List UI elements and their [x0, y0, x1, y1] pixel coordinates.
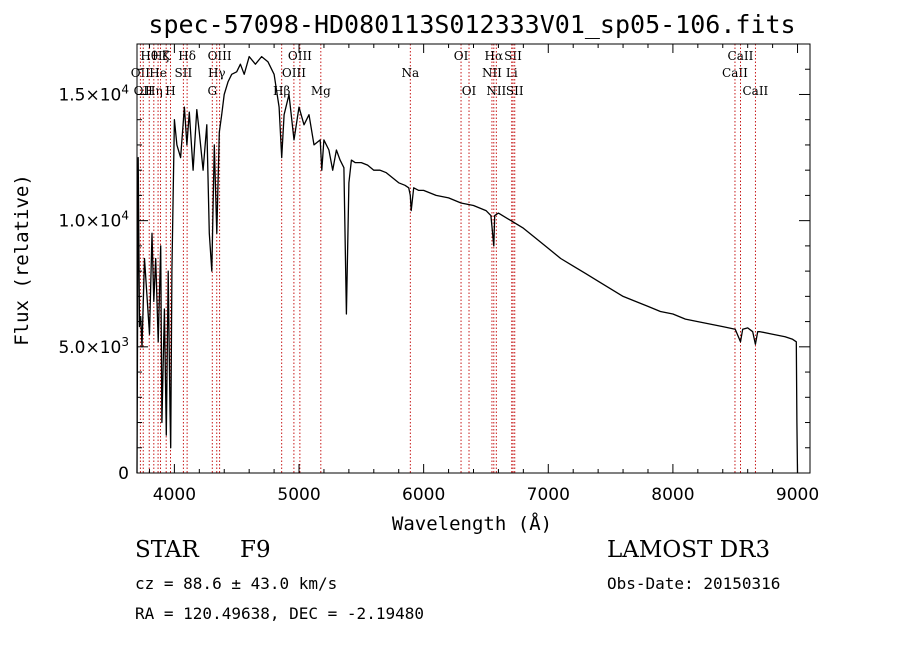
spectral-line-label: NII — [486, 84, 506, 98]
x-tick-label: 8000 — [651, 485, 694, 505]
flux-series-line — [136, 55, 799, 474]
object-class: STAR — [135, 537, 199, 563]
spectral-line-label: OI — [454, 49, 469, 63]
spectral-line-label: Hζ — [152, 49, 169, 63]
spectral-line-label: OIII — [288, 49, 312, 63]
spectral-line-label: SII — [175, 66, 193, 80]
spectral-line-label: CaII — [742, 84, 768, 98]
spectral-line-label: Li — [506, 66, 518, 80]
redshift-velocity: cz = 88.6 ± 43.0 km/s — [135, 574, 338, 593]
spectral-line-label: G — [207, 84, 217, 98]
spectral-line-label: SII — [504, 49, 522, 63]
y-tick-label: 5.0×103 — [58, 335, 129, 358]
spectral-line-label: Hδ — [178, 49, 196, 63]
spectral-line-label: K — [162, 49, 172, 63]
spectral-line-label: OII — [131, 66, 151, 80]
y-tick-label: 1.0×104 — [58, 209, 129, 232]
plot-frame — [136, 43, 811, 474]
spectral-line-label: OIII — [208, 49, 232, 63]
x-tick-label: 7000 — [527, 485, 570, 505]
sky-coordinates: RA = 120.49638, DEC = -2.19480 — [135, 604, 424, 623]
x-tick-label: 6000 — [402, 485, 445, 505]
y-tick-label: 1.5×104 — [58, 82, 129, 105]
spectral-line-label: Mg — [311, 84, 331, 98]
spectral-line-label: Na — [401, 66, 419, 80]
survey-name: LAMOST DR3 — [607, 537, 771, 563]
x-tick-label: 9000 — [776, 485, 819, 505]
spectral-line-label: Hα — [485, 49, 504, 63]
spectral-line-label: CaII — [728, 49, 754, 63]
x-tick-label: 4000 — [153, 485, 196, 505]
spectral-line-label: H — [165, 84, 175, 98]
spectral-line-label: CaII — [722, 66, 748, 80]
observation-date: Obs-Date: 20150316 — [607, 574, 781, 593]
x-axis-label: Wavelength (Å) — [392, 512, 552, 535]
spectral-line-label: SII — [506, 84, 524, 98]
spectral-line-label: OIII — [282, 66, 306, 80]
axis-ticks: 4000 5000 6000 7000 8000 9000 0 5.0×103 1.0×104 1… — [58, 43, 819, 505]
y-tick-label: 0 — [118, 464, 129, 484]
spectral-line-label: Hγ — [208, 66, 226, 80]
x-tick-label: 5000 — [277, 485, 320, 505]
y-axis-label: Flux (relative) — [11, 174, 33, 346]
spectral-line-label: Hη — [145, 84, 163, 98]
spectral-line-label: NII — [482, 66, 502, 80]
object-subclass: F9 — [240, 537, 271, 563]
spectral-line-label: He — [149, 66, 167, 80]
spectral-line-label: OI — [462, 84, 477, 98]
spectral-line-markers: OIIOIIHθHηHeHζKHSIIHδGHγOIIIHβOIIIOIIIMg… — [131, 44, 769, 473]
chart-title: spec-57098-HD080113S012333V01_sp05-106.f… — [148, 10, 795, 39]
